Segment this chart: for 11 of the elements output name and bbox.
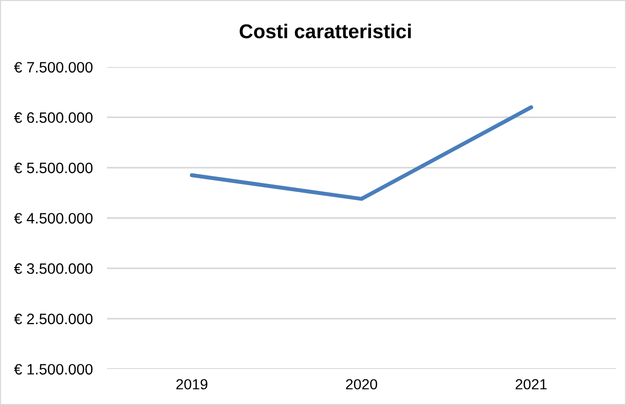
x-tick-label: 2020 (346, 379, 378, 390)
y-tick-label: € 5.500.000 (14, 162, 93, 174)
y-tick-label: € 4.500.000 (14, 212, 93, 224)
y-tick-label: € 7.500.000 (14, 62, 93, 73)
x-tick-label: 2021 (516, 379, 547, 390)
x-tick-label: 2019 (176, 379, 208, 390)
y-tick-label: € 6.500.000 (14, 112, 93, 123)
chart-title: Costi caratteristici (240, 24, 411, 38)
y-tick-label: € 3.500.000 (14, 263, 93, 274)
y-tick-label: € 2.500.000 (14, 314, 93, 324)
y-tick-label: € 1.500.000 (14, 364, 93, 375)
